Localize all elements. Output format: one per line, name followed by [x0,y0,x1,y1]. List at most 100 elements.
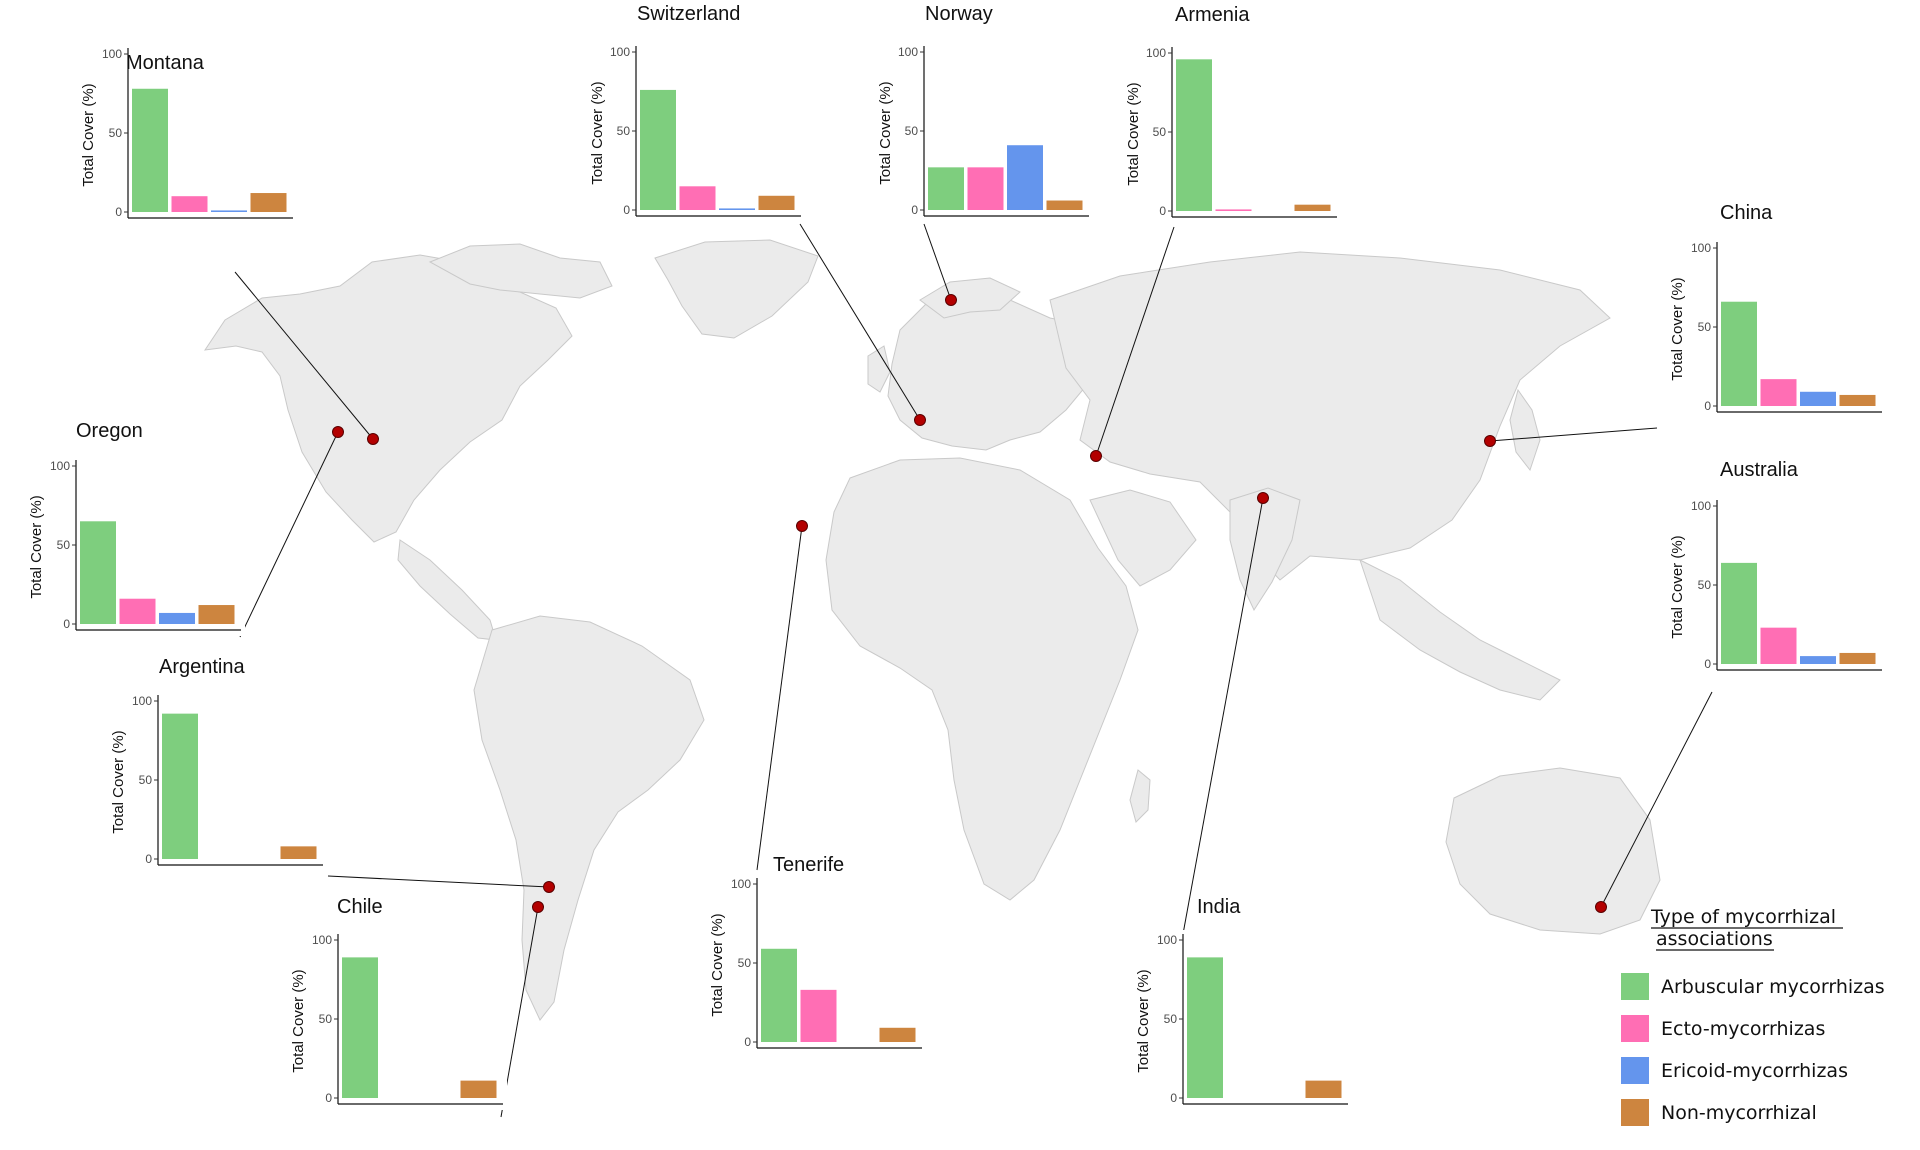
panel-title-switzerland: Switzerland [637,3,740,25]
panel-china: China 100 50 0 Total Cover (%) [1669,202,1886,418]
site-markers [332,294,1607,913]
panel-oregon: Oregon 100 50 0 Total Cover (%) [28,420,245,636]
site-marker-norway [945,294,957,306]
central-america-landmass [397,539,497,641]
y-axis-label-oregon: Total Cover (%) [28,495,45,598]
panel-norway: Norway 100 50 0 Total Cover (%) [877,3,1093,222]
site-marker-chile [532,901,544,913]
y-tick-label-argentina-2: 0 [145,852,152,866]
bar-india-non-mycorrhizal [1305,1080,1342,1098]
bar-norway-ecto-mycorrhizas [967,167,1004,210]
y-tick-label-oregon-0: 100 [50,459,70,473]
leader-line-china [1489,427,1658,442]
bar-switzerland-ericoid-mycorrhizas [719,208,755,210]
arabia-landmass [1089,489,1197,587]
legend-label-non-mycorrhizal: Non-mycorrhizal [1661,1102,1817,1124]
leader-line-india [1182,497,1264,935]
bar-tenerife-ecto-mycorrhizas [800,989,837,1042]
y-tick-label-tenerife-1: 50 [738,956,752,970]
legend-label-ericoid-mycorrhizas: Ericoid-mycorrhizas [1661,1060,1848,1082]
y-tick-label-montana-0: 100 [102,47,122,61]
bar-australia-arbuscular-mycorrhizas [1721,562,1757,664]
y-axis-label-tenerife: Total Cover (%) [709,913,726,1016]
bar-oregon-ericoid-mycorrhizas [159,612,195,624]
site-marker-argentina [543,881,555,893]
arctic-islands-landmass [428,243,613,299]
panel-switzerland: Switzerland 100 50 0 Total Cover (%) [589,3,805,222]
bar-switzerland-arbuscular-mycorrhizas [640,89,676,210]
australia-landmass [1445,767,1661,935]
panel-title-oregon: Oregon [76,420,143,442]
panel-title-montana: Montana [126,52,205,74]
scandinavia-landmass [919,277,1021,319]
site-marker-switzerland [914,414,926,426]
y-tick-label-china-1: 50 [1698,320,1712,334]
y-tick-label-montana-2: 0 [115,205,122,219]
y-tick-label-oregon-1: 50 [57,538,71,552]
y-tick-label-china-2: 0 [1704,399,1711,413]
legend-title-line-1: Type of mycorrhizal [1650,906,1836,928]
bar-tenerife-arbuscular-mycorrhizas [761,948,797,1042]
legend-swatch-ericoid-mycorrhizas [1621,1057,1649,1084]
site-marker-china [1484,435,1496,447]
panel-australia: Australia 100 50 0 Total Cover (%) [1669,459,1886,676]
bar-china-ecto-mycorrhizas [1760,379,1797,406]
y-tick-label-chile-2: 0 [325,1091,332,1105]
y-tick-label-switzerland-1: 50 [617,124,631,138]
panel-montana: Montana 100 50 0 Total Cover (%) [80,44,297,224]
panel-title-norway: Norway [925,3,993,25]
y-tick-label-chile-0: 100 [312,933,332,947]
bar-norway-ericoid-mycorrhizas [1007,145,1043,210]
bar-chile-non-mycorrhizal [460,1080,497,1098]
bar-argentina-arbuscular-mycorrhizas [162,713,198,859]
y-tick-label-chile-1: 50 [319,1012,333,1026]
y-tick-label-argentina-1: 50 [139,773,153,787]
leader-line-argentina [327,875,550,888]
y-axis-label-norway: Total Cover (%) [877,81,894,184]
site-panels: Montana 100 50 0 Total Cover (%) Switzerland 1… [28,3,1886,1110]
world-map [203,239,1661,1021]
y-tick-label-oregon-2: 0 [63,617,70,631]
leader-line-armenia [1095,226,1175,457]
asia-landmass [1049,251,1611,581]
leader-line-chile [500,906,539,1118]
bar-montana-non-mycorrhizal [250,193,287,212]
panel-title-tenerife: Tenerife [773,854,844,876]
leader-line-switzerland [799,223,921,421]
panel-title-india: India [1197,896,1241,918]
y-tick-label-norway-1: 50 [905,124,919,138]
bar-china-ericoid-mycorrhizas [1800,391,1836,406]
bar-switzerland-non-mycorrhizal [758,195,795,210]
bar-china-non-mycorrhizal [1839,394,1876,406]
y-tick-label-australia-2: 0 [1704,657,1711,671]
bar-chile-arbuscular-mycorrhizas [342,957,378,1098]
y-tick-label-armenia-2: 0 [1159,204,1166,218]
leader-line-oregon [239,431,339,638]
y-tick-label-armenia-1: 50 [1153,125,1167,139]
panel-title-armenia: Armenia [1175,4,1250,26]
site-marker-oregon [332,426,344,438]
india-landmass [1229,487,1301,612]
leader-line-norway [923,223,952,301]
bar-switzerland-ecto-mycorrhizas [679,186,716,210]
site-marker-montana [367,433,379,445]
legend-label-ecto-mycorrhizas: Ecto-mycorrhizas [1661,1018,1825,1040]
legend: Type of mycorrhizal associations Arbuscu… [1621,906,1885,1126]
bar-australia-non-mycorrhizal [1839,652,1876,664]
bar-norway-non-mycorrhizal [1046,200,1083,210]
panel-title-china: China [1720,202,1773,224]
y-tick-label-norway-2: 0 [911,203,918,217]
bar-oregon-arbuscular-mycorrhizas [80,521,116,624]
legend-swatch-arbuscular-mycorrhizas [1621,973,1649,1000]
y-tick-label-india-0: 100 [1157,933,1177,947]
y-axis-label-armenia: Total Cover (%) [1125,82,1142,185]
south-america-landmass [473,615,705,1021]
site-marker-australia [1595,901,1607,913]
bar-oregon-non-mycorrhizal [198,605,235,624]
leader-lines [234,223,1713,1118]
bar-armenia-ecto-mycorrhizas [1215,209,1252,211]
bar-norway-arbuscular-mycorrhizas [928,167,964,210]
bar-australia-ericoid-mycorrhizas [1800,656,1836,664]
y-tick-label-tenerife-2: 0 [744,1035,751,1049]
